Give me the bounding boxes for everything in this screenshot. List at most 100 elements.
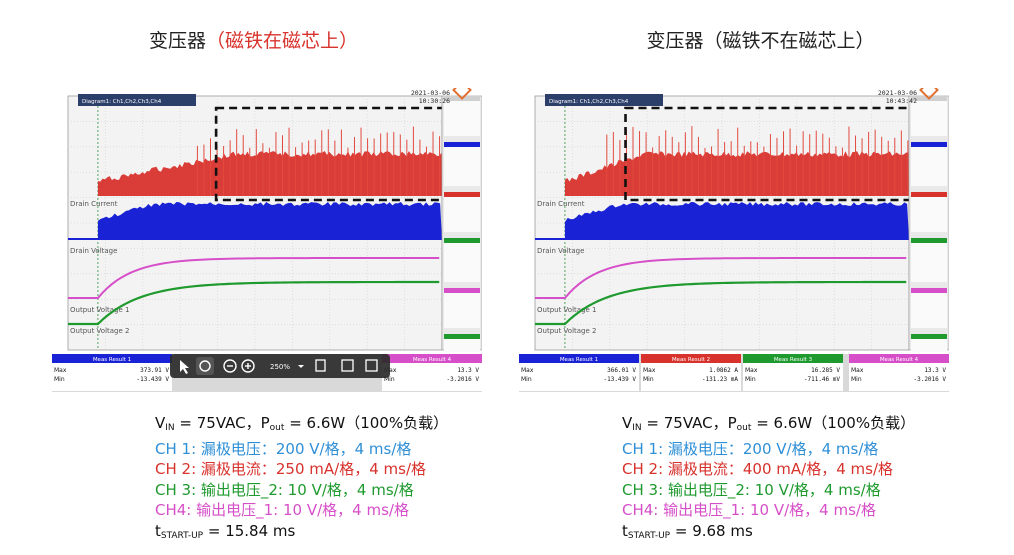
timestamp-time: 10:30:26 <box>419 97 450 105</box>
meas-result-1-min-label: Min <box>54 376 65 383</box>
meas-result-1-max-label: Max <box>521 367 534 374</box>
meas-result-1-header <box>519 354 639 363</box>
vendor-logo-icon <box>919 88 939 100</box>
meas-result-4-max-label: Max <box>851 367 864 374</box>
meas-result-4-max-value: 13.3 V <box>924 367 946 374</box>
channel-settings <box>911 243 947 282</box>
oscilloscope-screenshot: Diagram1: Ch1,Ch2,Ch3,Ch4 Drain Current Dr… <box>519 88 949 392</box>
trace-label-drain-current: Drain Current <box>70 200 118 208</box>
meas-result-4-max-value: 13.3 V <box>457 367 479 374</box>
caption-ch3: CH 3: 输出电压_2: 10 V/格，4 ms/格 <box>155 480 414 499</box>
channel-header <box>444 288 480 293</box>
diagram-label: Diagram1: Ch1,Ch2,Ch3,Ch4 <box>82 99 162 105</box>
timestamp-time: 10:43:42 <box>886 97 917 105</box>
caption-input-line: VIN = 75VAC，Pout = 6.6W（100%负载） <box>155 414 449 433</box>
meas-result-3-max-label: Max <box>745 367 758 374</box>
hand-tool-icon <box>199 360 211 372</box>
meas-result-4-title: Meas Result 4 <box>880 357 919 363</box>
caption-ch4: CH4: 输出电压_1: 10 V/格，4 ms/格 <box>155 501 409 519</box>
title-paren: （磁铁在磁芯上） <box>206 30 359 52</box>
title-paren: （磁铁不在磁芯上） <box>703 30 875 52</box>
trace-label-drain-current: Drain Current <box>537 200 585 208</box>
drain-voltage-band <box>68 202 442 240</box>
panel-title: 变压器（磁铁不在磁芯上） <box>507 26 1014 53</box>
caption-ch2: CH 2: 漏极电流：400 mA/格，4 ms/格 <box>622 460 894 478</box>
scope-panel-left: 变压器（磁铁在磁芯上） Diagram1: Ch1,Ch2,Ch3,Ch4 Dra… <box>52 30 482 546</box>
timestamp-date: 2021-03-06 <box>878 89 917 97</box>
channel-settings <box>911 339 947 352</box>
caption-ch2: CH 2: 漏极电流：250 mA/格，4 ms/格 <box>155 460 427 478</box>
meas-result-2-min-label: Min <box>643 376 654 383</box>
channel-settings <box>911 293 947 328</box>
oscilloscope-screenshot: Diagram1: Ch1,Ch2,Ch3,Ch4 Drain Current Dr… <box>52 88 482 392</box>
meas-result-4-body <box>849 363 949 391</box>
caption-block: VIN = 75VAC，Pout = 6.6W（100%负载） CH 1: 漏极… <box>622 413 915 546</box>
meas-result-3-header <box>743 354 843 363</box>
meas-result-1-max-value: 366.01 V <box>607 367 636 374</box>
meas-result-4-body <box>382 363 482 391</box>
timestamp-date: 2021-03-06 <box>411 89 450 97</box>
meas-result-1-max-value: 373.91 V <box>140 367 169 374</box>
crop-icon <box>341 359 354 372</box>
meas-result-1-max-label: Max <box>54 367 67 374</box>
channel-settings <box>911 197 947 232</box>
meas-result-4-header <box>849 354 949 363</box>
vendor-logo-icon <box>452 88 472 100</box>
diagram-label: Diagram1: Ch1,Ch2,Ch3,Ch4 <box>549 99 629 105</box>
meas-result-3-title: Meas Result 3 <box>774 357 813 363</box>
meas-result-2-min-value: -131.23 mA <box>702 376 739 383</box>
channel-header <box>444 142 480 147</box>
trace-label-drain-voltage: Drain Voltage <box>70 247 117 255</box>
meas-result-1-title: Meas Result 1 <box>93 357 131 363</box>
caption-input-line: VIN = 75VAC，Pout = 6.6W（100%负载） <box>622 414 916 433</box>
meas-result-4-min-label: Min <box>851 376 862 383</box>
meas-result-3-max-value: 16.285 V <box>811 367 840 374</box>
caption-ch1: CH 1: 漏极电压：200 V/格，4 ms/格 <box>622 439 879 458</box>
trace-label-output-voltage-1: Output Voltage 1 <box>70 306 129 314</box>
meas-result-1-min-label: Min <box>521 376 532 383</box>
channel-header <box>911 288 947 293</box>
drain-voltage-band <box>535 202 909 240</box>
meas-result-3-min-value: -711.46 mV <box>804 376 841 383</box>
channel-settings <box>444 197 480 232</box>
pointer-tool-icon <box>180 360 189 374</box>
meas-result-1-body <box>519 363 639 391</box>
meas-result-3-body <box>743 363 843 391</box>
meas-result-1-min-value: -13.439 V <box>603 376 636 383</box>
viewer-toolbar <box>170 354 390 378</box>
caption-block: VIN = 75VAC，Pout = 6.6W（100%负载） CH 1: 漏极… <box>155 413 448 546</box>
meas-result-2-max-label: Max <box>643 367 656 374</box>
meas-result-2-header <box>641 354 741 363</box>
trace-label-output-voltage-1: Output Voltage 1 <box>537 306 596 314</box>
channel-header <box>444 334 480 339</box>
output-voltage-1-trace <box>68 257 440 299</box>
meas-result-4-min-label: Min <box>384 376 395 383</box>
caption-ch3: CH 3: 输出电压_2: 10 V/格，4 ms/格 <box>622 480 881 499</box>
meas-result-2-body <box>641 363 741 391</box>
caption-startup-time: tSTART-UP = 15.84 ms <box>155 521 296 541</box>
channel-settings <box>444 243 480 282</box>
meas-result-2-title: Meas Result 2 <box>672 357 710 363</box>
channel-header <box>444 238 480 243</box>
meas-result-4-header <box>382 354 482 363</box>
oscilloscope-plot: Diagram1: Ch1,Ch2,Ch3,Ch4 Drain Current Dr… <box>519 88 949 392</box>
zoom-out-icon <box>223 359 237 373</box>
meas-result-1-min-value: -13.439 V <box>136 376 169 383</box>
channel-header <box>911 192 947 197</box>
meas-result-4-title: Meas Result 4 <box>413 357 452 363</box>
channel-header <box>911 142 947 147</box>
zoom-level: 250% <box>270 363 290 371</box>
meas-result-3-min-label: Min <box>745 376 756 383</box>
meas-result-4-max-label: Max <box>384 367 397 374</box>
trace-label-output-voltage-2: Output Voltage 2 <box>537 327 596 335</box>
meas-result-4-min-value: -3.2016 V <box>913 376 946 383</box>
channel-settings <box>444 339 480 352</box>
trace-label-drain-voltage: Drain Voltage <box>537 247 584 255</box>
diagram-tab <box>78 94 196 106</box>
drain-current-envelope <box>97 151 443 196</box>
channel-header <box>911 334 947 339</box>
output-voltage-2-trace <box>68 280 440 326</box>
diagram-tab <box>545 94 663 106</box>
caption-startup-time: tSTART-UP = 9.68 ms <box>622 521 753 541</box>
channel-settings <box>444 293 480 328</box>
